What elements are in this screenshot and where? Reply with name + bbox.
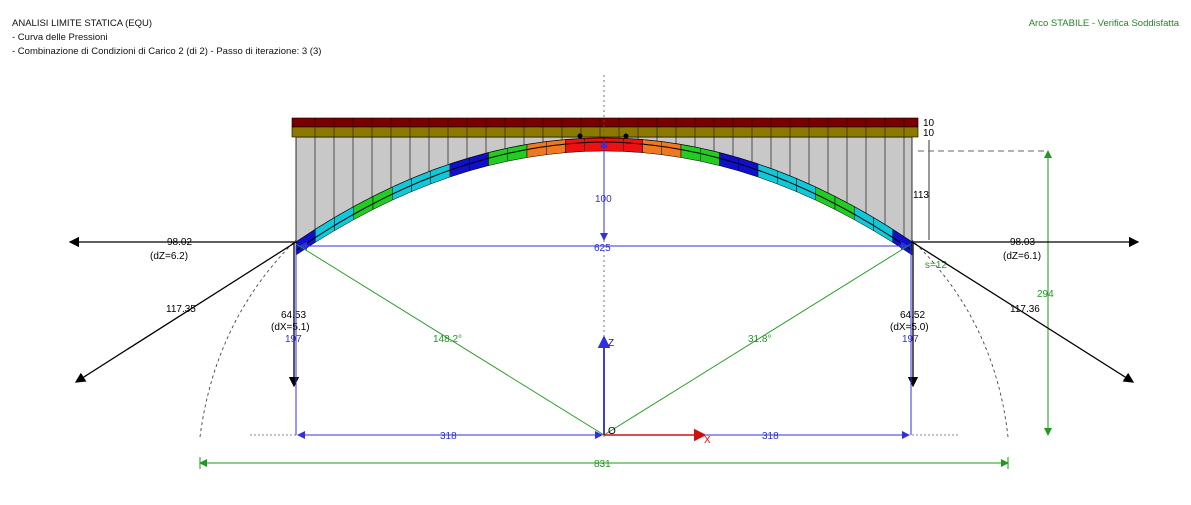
left-h-dz-label: (dZ=6.2) (150, 251, 188, 262)
right-inclined-label: 117.36 (1010, 304, 1040, 315)
thickness-label: s=12 (925, 260, 947, 271)
load-mid-label: 10 (923, 128, 935, 139)
fill-slices (314, 137, 905, 237)
voussoir-block (526, 141, 547, 158)
load-band-top (291, 117, 919, 128)
half-span-left-label: 318 (440, 431, 457, 442)
right-impost-label: 197 (902, 334, 919, 345)
total-span-label: 831 (594, 459, 611, 470)
left-inclined-reaction (74, 241, 297, 383)
voussoir-block (661, 141, 682, 158)
load-ticks (314, 118, 905, 137)
voussoir-block (603, 137, 624, 152)
rise-label: 100 (595, 194, 612, 205)
hinge-point-left (577, 133, 583, 139)
angle-line-left (295, 243, 605, 436)
right-v-force-label: 64.52 (900, 310, 925, 321)
origin-label: O (608, 426, 616, 437)
x-axis-label: X (704, 435, 711, 446)
left-v-dx-label: (dX=5.1) (271, 322, 310, 333)
total-height-label: 294 (1037, 289, 1054, 300)
voussoir-block (546, 139, 566, 155)
left-impost-label: 197 (285, 334, 302, 345)
right-v-dx-label: (dX=5.0) (890, 322, 929, 333)
z-axis-label: Z (608, 338, 614, 349)
arch-voussoirs (295, 137, 913, 256)
left-v-force-label: 64.53 (281, 310, 306, 321)
voussoir-block (584, 137, 605, 152)
voussoir-block (623, 138, 643, 153)
diagram-subtitle-1: - Curva delle Pressioni (12, 32, 108, 43)
hinge-point-right (623, 133, 629, 139)
right-inclined-reaction (911, 241, 1135, 383)
left-inclined-label: 117.35 (166, 304, 196, 315)
right-h-dz-label: (dZ=6.1) (1003, 251, 1041, 262)
load-band-mid (291, 126, 919, 138)
pressure-envelope-left (199, 239, 297, 438)
load-top-label: 10 (923, 118, 935, 129)
inner-span-label: 625 (594, 243, 611, 254)
half-span-right-label: 318 (762, 431, 779, 442)
voussoir-block (565, 138, 585, 153)
left-h-force-label: 98.02 (167, 237, 192, 248)
angle-left-label: 148.2° (433, 334, 462, 345)
angle-right-label: 31.8° (748, 334, 771, 345)
diagram-subtitle-2: - Combinazione di Condizioni di Carico 2… (12, 46, 322, 57)
right-h-force-label: 98.03 (1010, 237, 1035, 248)
stability-status: Arco STABILE - Verifica Soddisfatta (1028, 18, 1179, 29)
diagram-title: ANALISI LIMITE STATICA (EQU) (12, 18, 153, 29)
angle-line-right (603, 243, 912, 436)
fill-height-label: 113 (913, 190, 929, 201)
voussoir-block (642, 139, 662, 155)
